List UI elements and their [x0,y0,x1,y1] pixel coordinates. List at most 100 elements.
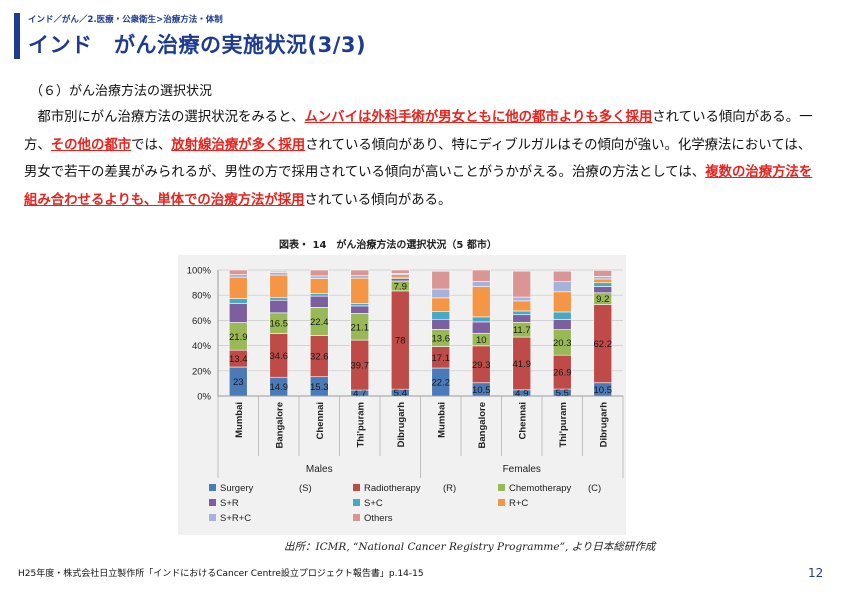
x-tick-label: Mumbai [436,402,447,438]
bar-segment [471,281,491,287]
section-subheading: （６）がん治療方法の選択状況 [30,84,213,99]
legend-code: (R) [443,483,456,494]
bar-segment [512,270,532,298]
legend-label: S+R+C [220,513,251,524]
data-label: 39.7 [351,361,370,372]
legend-label: R+C [509,498,528,509]
data-label: 62.2 [594,339,613,350]
bar-segment [552,319,572,330]
y-tick-label: 80% [192,291,212,302]
footer-citation: H25年度・株式会社日立製作所「インドにおけるCancer Centre設立プロ… [18,569,424,579]
paragraph-text: されている傾向がある。 [304,192,452,208]
data-label: 17.1 [432,353,451,364]
bar-segment [390,274,410,278]
body-paragraph: 都市別にがん治療方法の選択状況をみると、ムンバイは外科手術が男女ともに他の都市よ… [24,104,824,214]
legend-swatch [498,499,505,506]
data-label: 11.7 [513,325,531,336]
data-label: 9.2 [596,294,609,305]
data-label: 14.9 [270,382,289,393]
group-label: Females [503,464,541,475]
bar-segment [228,274,248,278]
paragraph-text: されている傾向がある。一方、 [24,110,813,153]
data-label: 78 [395,336,406,347]
data-label: 10.5 [594,385,613,396]
data-label: 22.2 [432,378,451,389]
data-label: 20.3 [553,338,572,349]
bar-segment [512,300,532,312]
data-label: 10 [476,335,487,346]
x-tick-label: Thi'puram [558,402,569,448]
x-tick-label: Bangalore [477,402,488,448]
bar-segment [471,269,491,282]
data-label: 23 [233,377,244,388]
bar-segment [512,314,532,323]
data-label: 4.7 [353,389,366,400]
data-label: 13.6 [432,333,451,344]
bar-segment [390,269,410,274]
page-title: インド がん治療の実施状況(3/3) [28,33,367,57]
bar-segment [350,305,370,314]
y-tick-label: 60% [192,316,212,327]
x-tick-label: Dibrugarh [396,402,407,448]
bar-segment [552,291,572,313]
bar-segment [512,310,532,316]
bar-segment [309,275,329,279]
legend-label: Radiotherapy [364,483,421,494]
data-label: 21.9 [229,332,248,343]
bar-segment [593,286,613,294]
bar-segment [471,321,491,334]
data-label: 21.1 [351,322,370,333]
legend-swatch [209,499,216,506]
legend-code: (C) [588,483,601,494]
data-label: 22.4 [310,317,329,328]
bar-segment [512,296,532,302]
bar-segment [431,270,451,290]
legend-label: Chemotherapy [509,483,572,494]
data-label: 5.4 [394,388,407,399]
bar-segment [350,269,370,276]
x-tick-label: Thi'puram [355,402,366,448]
data-label: 4.9 [515,388,528,399]
legend-code: (S) [299,483,312,494]
bar-segment [593,276,613,280]
data-label: 10.5 [472,385,491,396]
breadcrumb: インド／がん／2.医療・公衆衛生>治療方法・体制 [28,15,223,25]
bar-segment [390,278,410,282]
paragraph-text: 都市別にがん治療方法の選択状況をみると、 [24,110,305,125]
legend-swatch [353,514,360,521]
bar-segment [228,303,248,323]
bar-segment [593,269,613,277]
page-number: 12 [808,566,824,580]
legend-label: Others [364,513,393,524]
bar-segment [228,298,248,304]
bar-segment [431,288,451,299]
bar-segment [552,270,572,283]
bar-segment [228,269,248,275]
bar-segment [350,275,370,279]
stacked-bar-chart: 0% 20% 40% 60% 80% 100% 23 13.4 21.9 14.9 34.6 16.5… [187,266,624,524]
paragraph-text: では、 [131,137,172,153]
y-tick-label: 100% [187,266,212,277]
chart-title: 図表・ 14 がん治療方法の選択状況（5 都市） [279,240,497,251]
bar-segment [269,274,289,299]
bar-segment [593,278,613,284]
legend-swatch [353,484,360,491]
data-label: 13.4 [229,354,248,365]
data-label: 16.5 [270,319,289,330]
data-label: 5.5 [556,388,569,399]
highlight-text: 複数の治療方法を組み合わせるよりも、単体での治療方法が採用 [24,165,813,208]
bar-segment [471,286,491,318]
bar-segment [350,303,370,307]
x-tick-label: Bangalore [274,402,285,448]
highlight-text: その他の都市 [50,137,132,153]
legend-swatch [353,499,360,506]
source-note: 出所：ICMR, “National Cancer Registry Progr… [284,541,656,553]
x-tick-label: Chennai [315,402,326,439]
legend-swatch [209,514,216,521]
x-tick-label: Dibrugarh [598,402,609,448]
legend-label: S+C [364,498,383,509]
highlight-text: 放射線治療が多く採用 [171,137,306,153]
legend-label: Surgery [220,483,254,494]
bar-segment [350,277,370,304]
bar-segment [309,295,329,308]
